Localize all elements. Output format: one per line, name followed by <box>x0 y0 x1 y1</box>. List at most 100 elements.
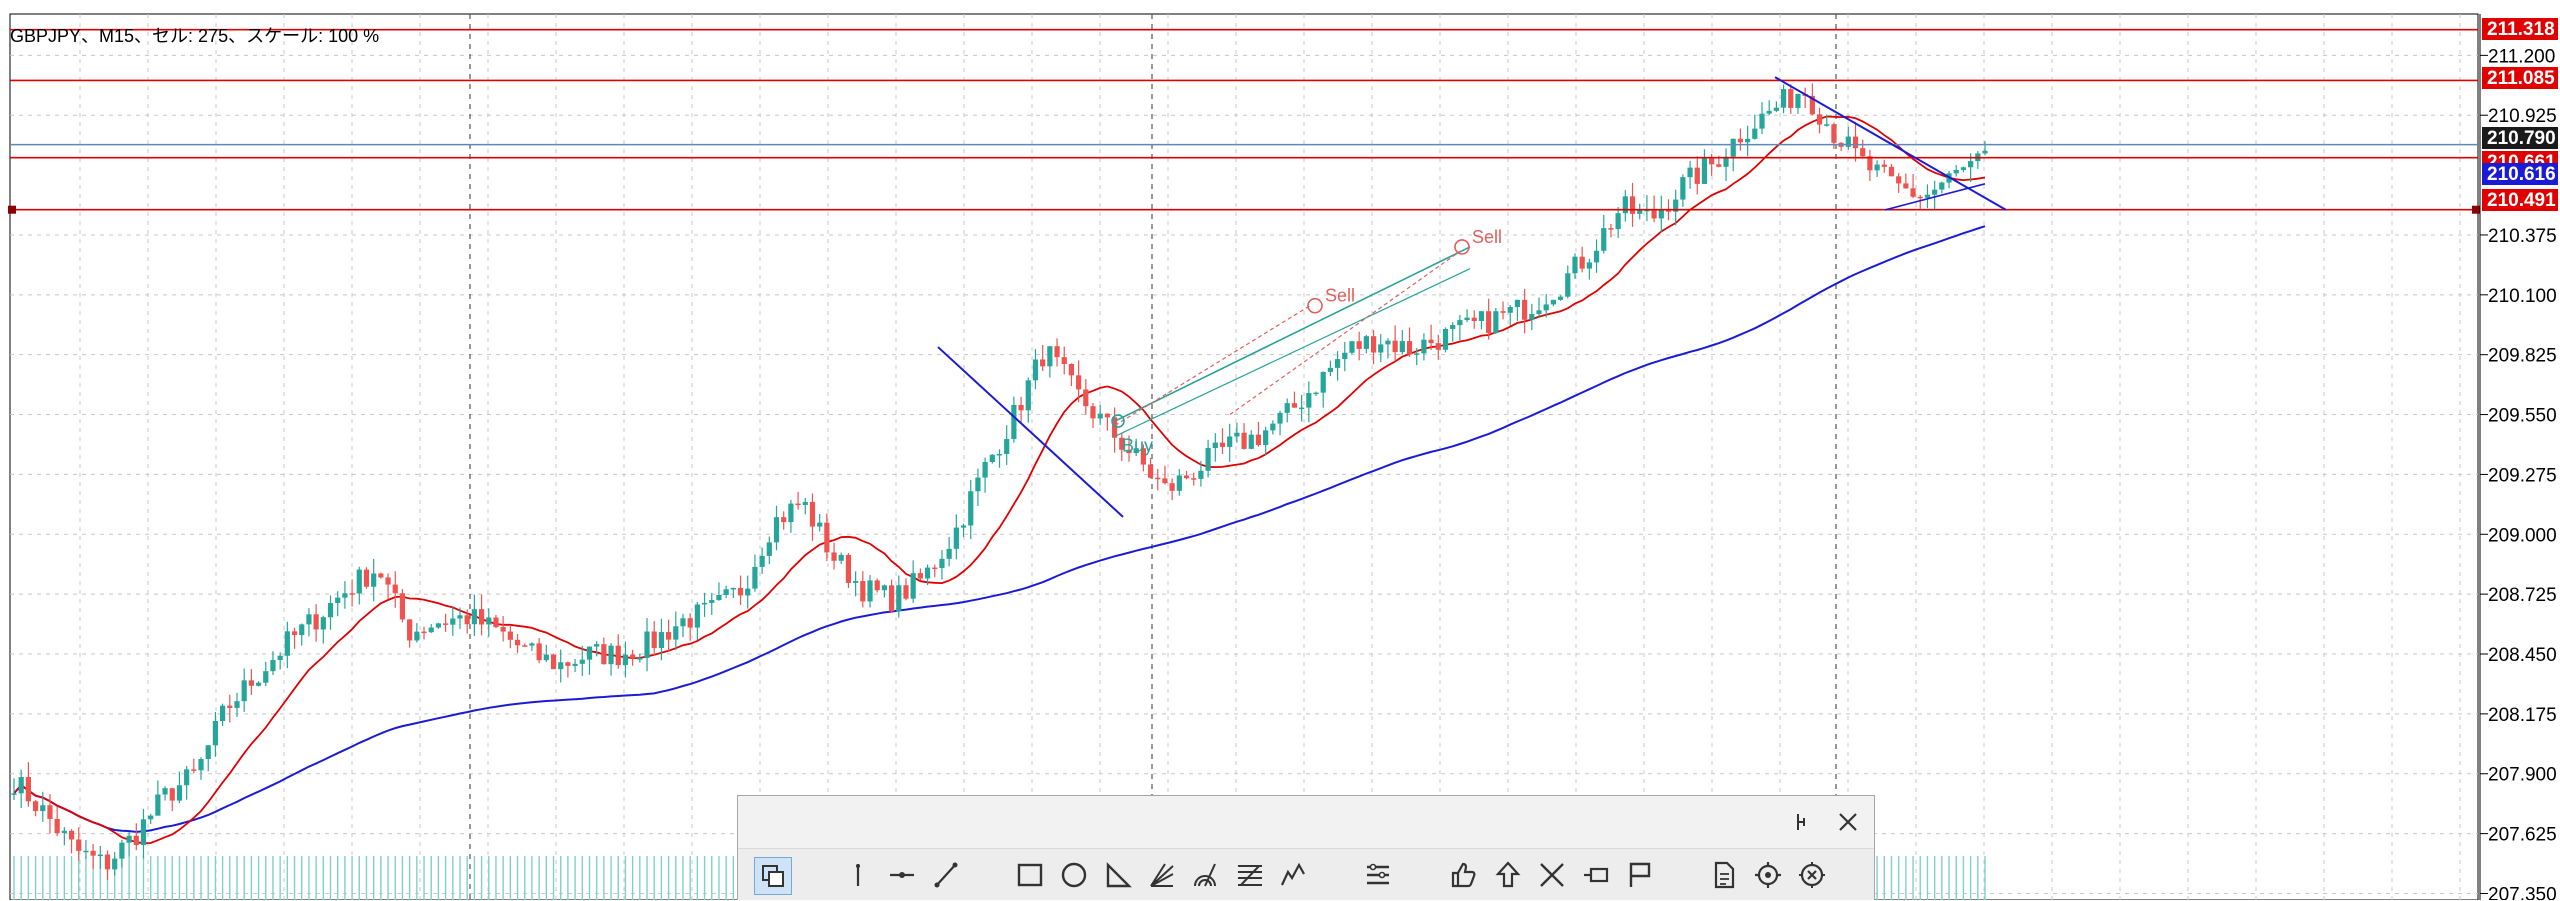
ellipse-icon[interactable] <box>1056 857 1092 893</box>
candle-body <box>1723 156 1729 167</box>
candle-body <box>1378 344 1384 353</box>
candle-body <box>737 587 744 596</box>
candle-body <box>457 615 463 619</box>
candle-body <box>594 644 600 647</box>
fibonacci-arc-icon[interactable] <box>1188 857 1224 893</box>
candle-body <box>1759 113 1765 129</box>
candle-body <box>1579 256 1585 269</box>
candle-body <box>1299 407 1305 410</box>
candle-body <box>443 623 449 625</box>
candle-body <box>306 614 312 625</box>
price-axis-label: 211.200 <box>2488 46 2555 67</box>
candle-body <box>1867 156 1873 171</box>
candle-body <box>140 819 147 846</box>
candle-body <box>428 627 434 633</box>
candle-body <box>630 654 636 659</box>
candle-body <box>435 623 442 628</box>
gann-fan-icon[interactable] <box>1144 857 1180 893</box>
candle-body <box>1234 432 1240 437</box>
candle-body <box>1313 392 1319 395</box>
price-axis-label: 208.725 <box>2488 585 2557 606</box>
candle-body <box>996 453 1003 456</box>
candle-body <box>1745 138 1751 143</box>
sell-marker-2 <box>1454 239 1470 255</box>
candle-body <box>1097 413 1103 419</box>
candle-body <box>1766 110 1772 114</box>
mode-select-icon[interactable] <box>754 857 792 895</box>
target-icon[interactable] <box>1750 857 1786 893</box>
price-tag-label: 211.318 <box>2487 19 2555 40</box>
candle-body <box>47 805 53 819</box>
rectangle-icon[interactable] <box>1012 857 1048 893</box>
candle-body <box>1270 423 1276 431</box>
toolbar-header[interactable] <box>738 796 1874 849</box>
candle-body <box>1227 436 1233 447</box>
candle-body <box>1306 393 1312 408</box>
candle-body <box>867 580 873 602</box>
candle-body <box>349 593 355 595</box>
candle-body <box>1212 442 1218 449</box>
candle-body <box>960 525 967 528</box>
candle-body <box>1241 432 1247 449</box>
triangle-icon[interactable] <box>1100 857 1136 893</box>
candle-body <box>881 585 888 591</box>
close-circle-icon[interactable] <box>1794 857 1830 893</box>
sell-label-2: Sell <box>1472 227 1502 247</box>
candle-body <box>809 501 816 527</box>
candle-body <box>478 609 485 625</box>
elliott-wave-icon[interactable] <box>1276 857 1312 893</box>
trendline-icon[interactable] <box>928 857 964 893</box>
drawing-toolbar[interactable] <box>737 795 1875 900</box>
price-axis-label: 208.175 <box>2488 705 2557 726</box>
candle-body <box>1018 404 1024 411</box>
candle-body <box>1831 124 1837 143</box>
candle-body <box>464 615 470 625</box>
candle-body <box>1694 167 1700 184</box>
horizontal-line-icon[interactable] <box>884 857 920 893</box>
candle-body <box>1040 359 1046 367</box>
candle-body <box>1320 371 1326 393</box>
candle-body <box>730 587 736 590</box>
candle-body <box>407 619 413 641</box>
candle-body <box>536 643 542 661</box>
candle-body <box>1968 161 1974 168</box>
vertical-line-icon[interactable] <box>840 857 876 893</box>
label-icon[interactable] <box>1578 857 1614 893</box>
candle-body <box>1845 136 1851 147</box>
toolbar-close-icon[interactable] <box>1836 810 1860 839</box>
candle-body <box>126 835 132 843</box>
objects-list-icon[interactable] <box>1360 857 1396 893</box>
candle-body <box>241 680 247 702</box>
price-tag <box>2482 127 2558 149</box>
text-icon[interactable] <box>1706 857 1742 893</box>
candle-body <box>1083 389 1089 407</box>
arrow-up-icon[interactable] <box>1490 857 1526 893</box>
candle-body <box>25 777 31 802</box>
candle-body <box>1924 194 1931 198</box>
candle-body <box>184 769 190 786</box>
toolbar-pin-icon[interactable] <box>1789 810 1813 839</box>
cross-icon[interactable] <box>1534 857 1570 893</box>
candle-body <box>1514 299 1521 308</box>
candle-body <box>356 569 362 594</box>
fibonacci-retracement-icon[interactable] <box>1232 857 1268 893</box>
thumbs-up-icon[interactable] <box>1446 857 1482 893</box>
flag-icon[interactable] <box>1622 857 1658 893</box>
candle-body <box>1543 304 1549 311</box>
candle-body <box>989 454 995 462</box>
candle-body <box>1104 413 1111 418</box>
price-axis-label: 210.925 <box>2488 106 2557 127</box>
candle-body <box>1752 128 1758 139</box>
candle-body <box>896 585 902 612</box>
candle-body <box>701 602 708 605</box>
candle-body <box>766 542 772 556</box>
candle-body <box>579 659 585 664</box>
candle-body <box>1953 169 1959 174</box>
candle-body <box>335 597 341 604</box>
price-tag <box>2482 189 2558 211</box>
candle-body <box>371 573 377 587</box>
price-axis-label: 208.450 <box>2488 645 2557 666</box>
candle-body <box>90 850 96 856</box>
